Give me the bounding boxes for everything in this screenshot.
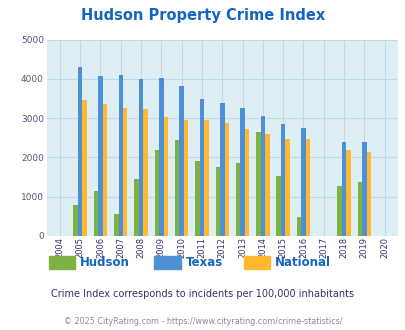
Bar bbox=[296, 217, 301, 236]
Bar bbox=[73, 205, 78, 236]
Bar bbox=[256, 132, 260, 236]
Bar bbox=[235, 163, 240, 236]
Text: Crime Index corresponds to incidents per 100,000 inhabitants: Crime Index corresponds to incidents per… bbox=[51, 289, 354, 299]
Bar bbox=[305, 139, 309, 236]
Bar bbox=[199, 99, 204, 236]
Bar bbox=[361, 142, 366, 236]
Bar bbox=[215, 167, 220, 236]
Bar bbox=[276, 176, 280, 236]
Bar bbox=[357, 182, 361, 236]
Text: Hudson: Hudson bbox=[80, 256, 130, 269]
Bar bbox=[301, 128, 305, 236]
Bar bbox=[195, 161, 199, 236]
Text: Hudson Property Crime Index: Hudson Property Crime Index bbox=[81, 8, 324, 23]
Bar bbox=[123, 108, 127, 236]
Bar bbox=[366, 152, 370, 236]
Bar bbox=[159, 78, 163, 236]
Bar bbox=[179, 86, 183, 236]
Bar bbox=[118, 75, 123, 236]
Bar bbox=[102, 104, 107, 236]
Text: Texas: Texas bbox=[185, 256, 222, 269]
Bar bbox=[285, 139, 289, 236]
Bar bbox=[341, 142, 345, 236]
Bar bbox=[244, 129, 249, 236]
Bar bbox=[260, 116, 264, 236]
Bar bbox=[78, 67, 82, 236]
Text: National: National bbox=[274, 256, 330, 269]
Bar bbox=[337, 186, 341, 236]
Bar bbox=[175, 140, 179, 236]
Text: © 2025 CityRating.com - https://www.cityrating.com/crime-statistics/: © 2025 CityRating.com - https://www.city… bbox=[64, 317, 341, 326]
Bar bbox=[139, 79, 143, 236]
Bar bbox=[220, 103, 224, 236]
Bar bbox=[204, 120, 208, 236]
Bar bbox=[154, 149, 159, 236]
Bar bbox=[98, 76, 102, 236]
Bar bbox=[94, 191, 98, 236]
Bar bbox=[240, 108, 244, 236]
Bar bbox=[345, 150, 350, 236]
Bar bbox=[264, 134, 269, 236]
Bar bbox=[183, 120, 188, 236]
Bar bbox=[134, 179, 139, 236]
Bar bbox=[143, 109, 147, 236]
Bar bbox=[82, 100, 87, 236]
Bar bbox=[224, 123, 228, 236]
Bar bbox=[163, 116, 168, 236]
Bar bbox=[114, 214, 118, 236]
Bar bbox=[280, 124, 285, 236]
